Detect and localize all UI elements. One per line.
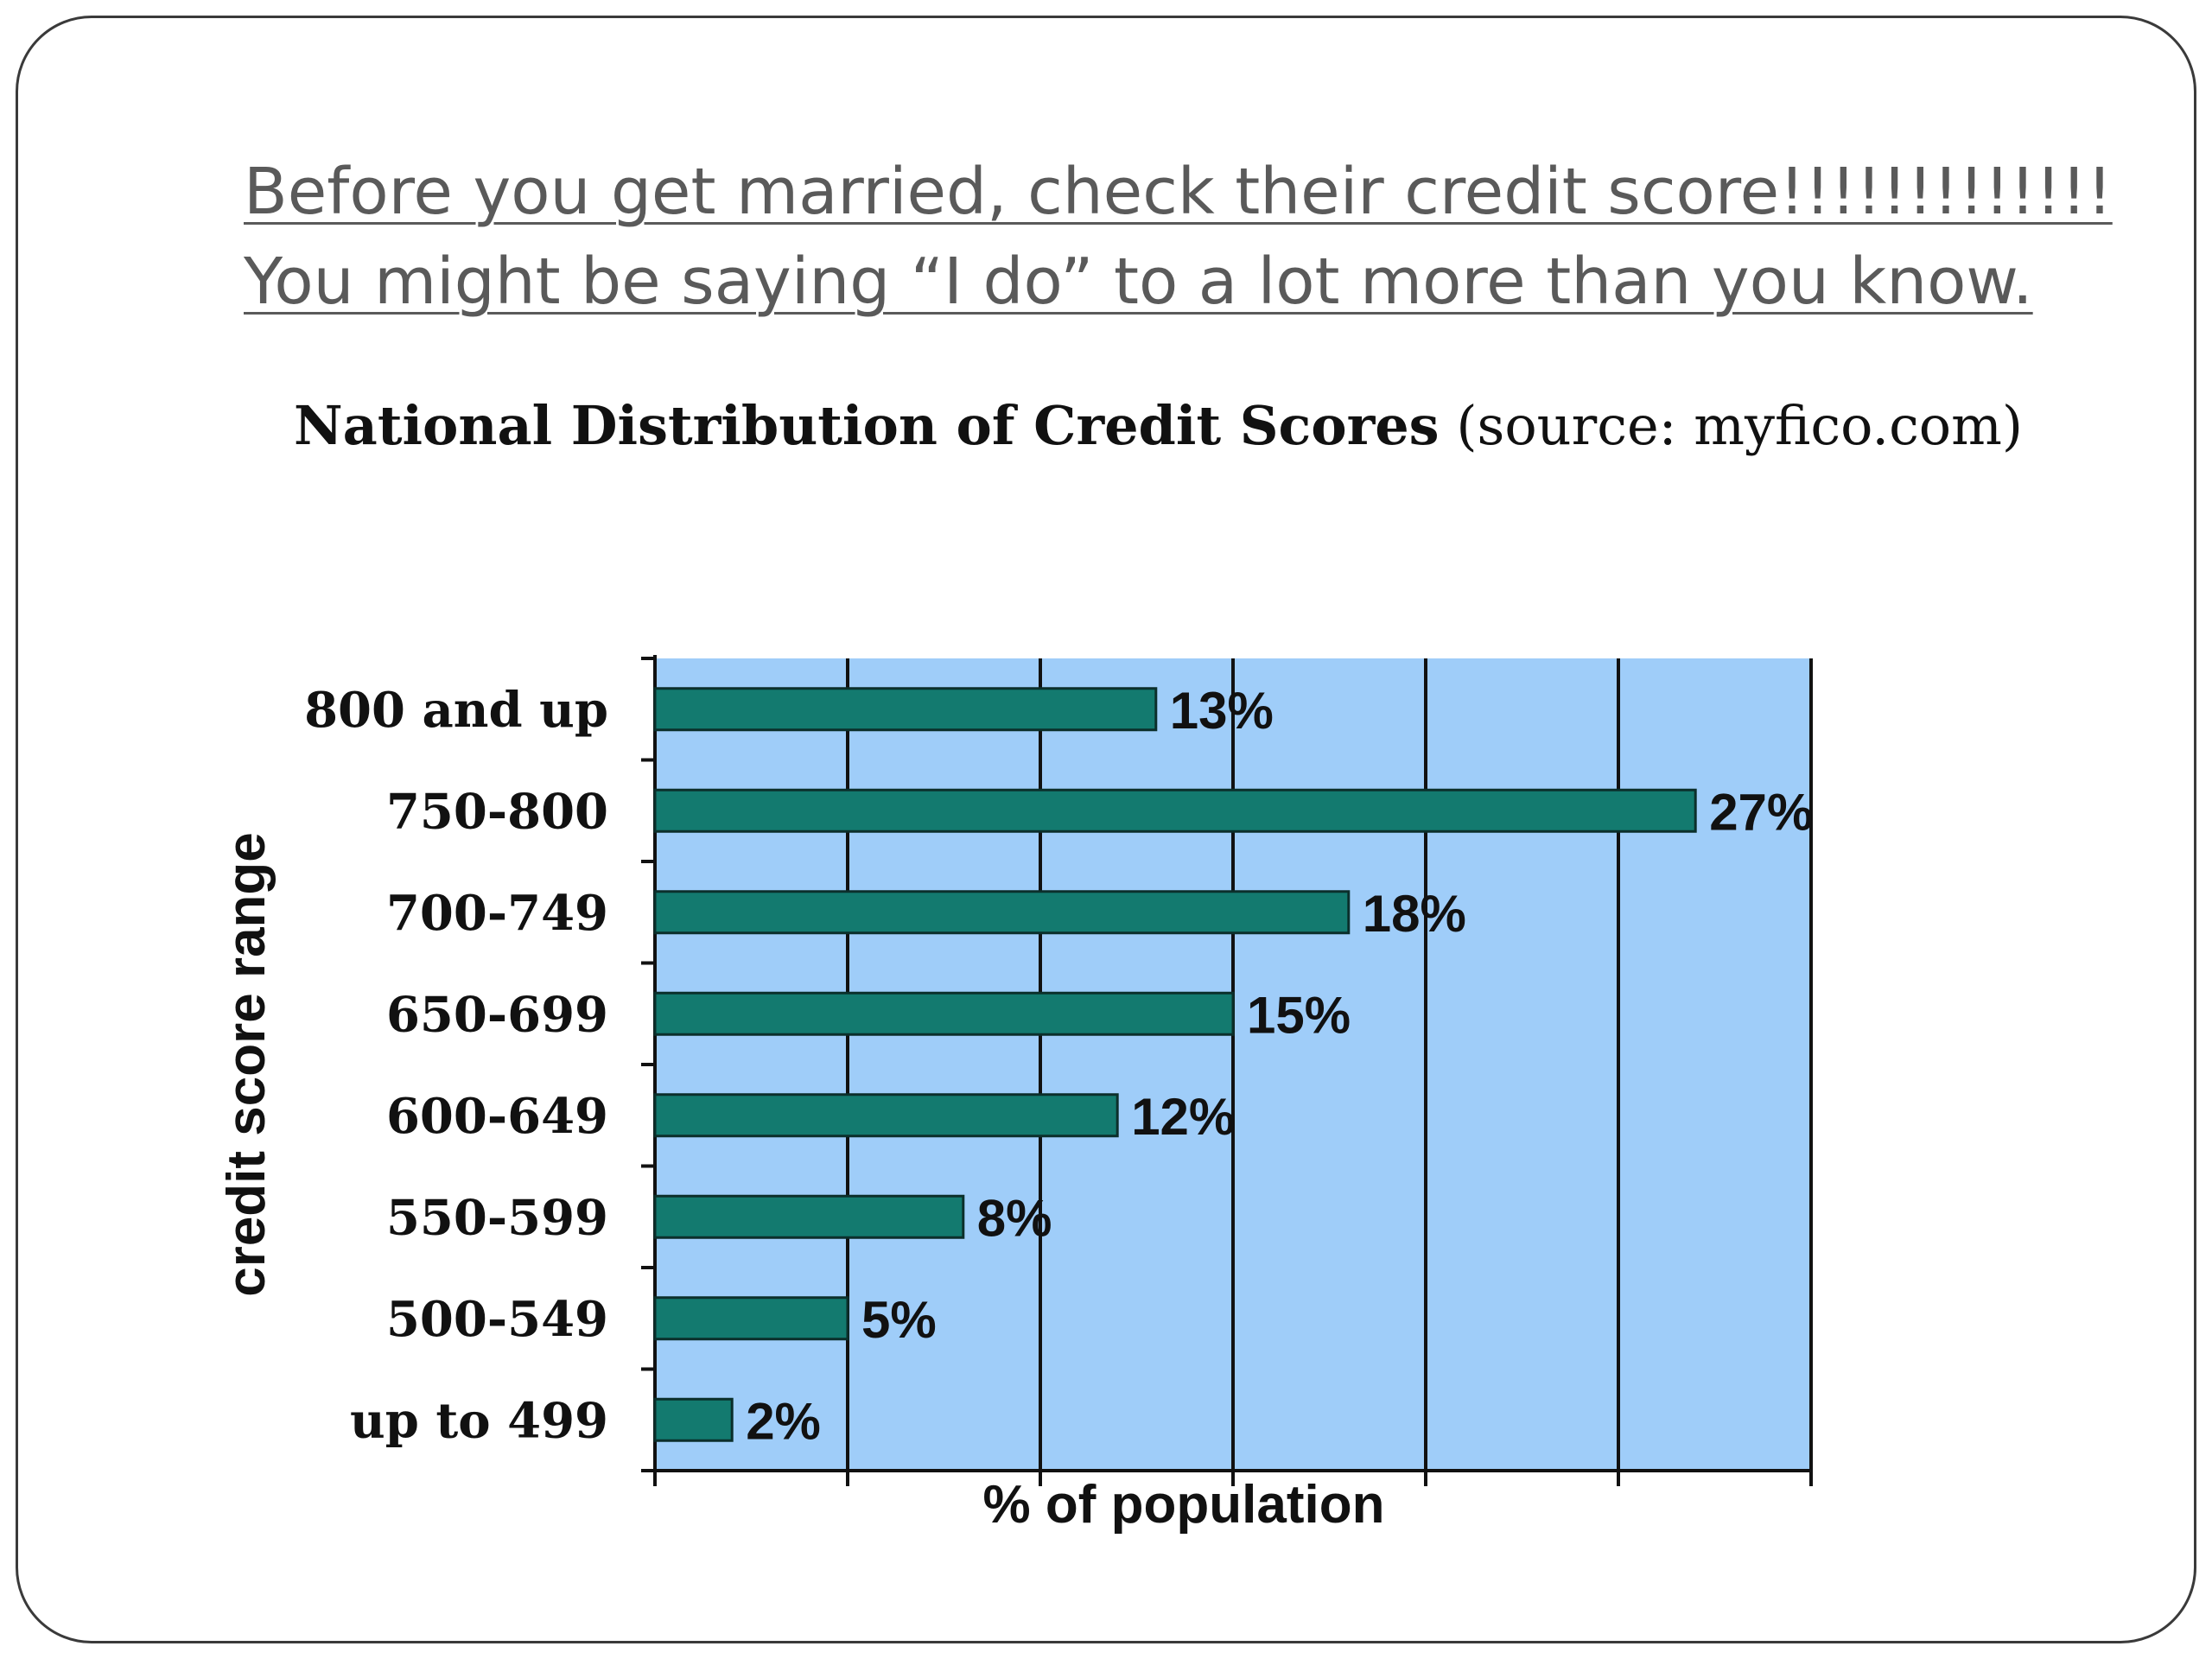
category-label: 700-749 xyxy=(386,885,608,942)
category-label: 500-549 xyxy=(386,1291,608,1348)
y-axis-title: credit score range xyxy=(217,832,276,1297)
data-label: 15% xyxy=(1247,986,1351,1044)
category-label: 550-599 xyxy=(386,1189,608,1246)
bar xyxy=(653,1397,734,1442)
headline-line-1: Before you get married, check their cred… xyxy=(244,155,2113,229)
category-label: 650-699 xyxy=(386,986,608,1043)
category-label: up to 499 xyxy=(350,1392,608,1449)
data-label: 18% xyxy=(1363,885,1466,943)
bar xyxy=(653,687,1158,732)
bar xyxy=(653,1296,849,1341)
data-label: 2% xyxy=(746,1392,821,1450)
slide-headline: Before you get married, check their cred… xyxy=(244,147,2113,327)
category-label: 600-649 xyxy=(386,1088,608,1145)
data-label: 13% xyxy=(1170,682,1274,740)
data-label: 27% xyxy=(1709,783,1813,841)
category-label: 800 and up xyxy=(304,682,608,739)
chart-subtitle: (source: myfico.com) xyxy=(1456,394,2024,457)
data-label: 5% xyxy=(861,1291,937,1349)
bar xyxy=(653,788,1697,833)
headline-line-2: You might be saying “I do” to a lot more… xyxy=(244,245,2033,319)
bar xyxy=(653,890,1351,935)
data-label: 8% xyxy=(977,1189,1052,1247)
bar xyxy=(653,1093,1119,1138)
bar xyxy=(653,991,1235,1036)
data-label: 12% xyxy=(1131,1088,1235,1146)
category-label: 750-800 xyxy=(386,783,608,840)
chart-title: National Distribution of Credit Scores xyxy=(294,394,1440,457)
x-axis-title: % of population xyxy=(983,1475,1385,1535)
bar xyxy=(653,1194,965,1239)
chart-title-block: National Distribution of Credit Scores (… xyxy=(294,394,2023,457)
